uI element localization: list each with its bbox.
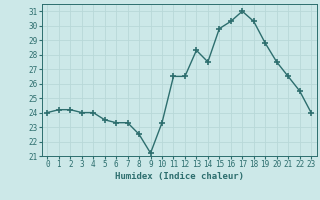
X-axis label: Humidex (Indice chaleur): Humidex (Indice chaleur): [115, 172, 244, 181]
